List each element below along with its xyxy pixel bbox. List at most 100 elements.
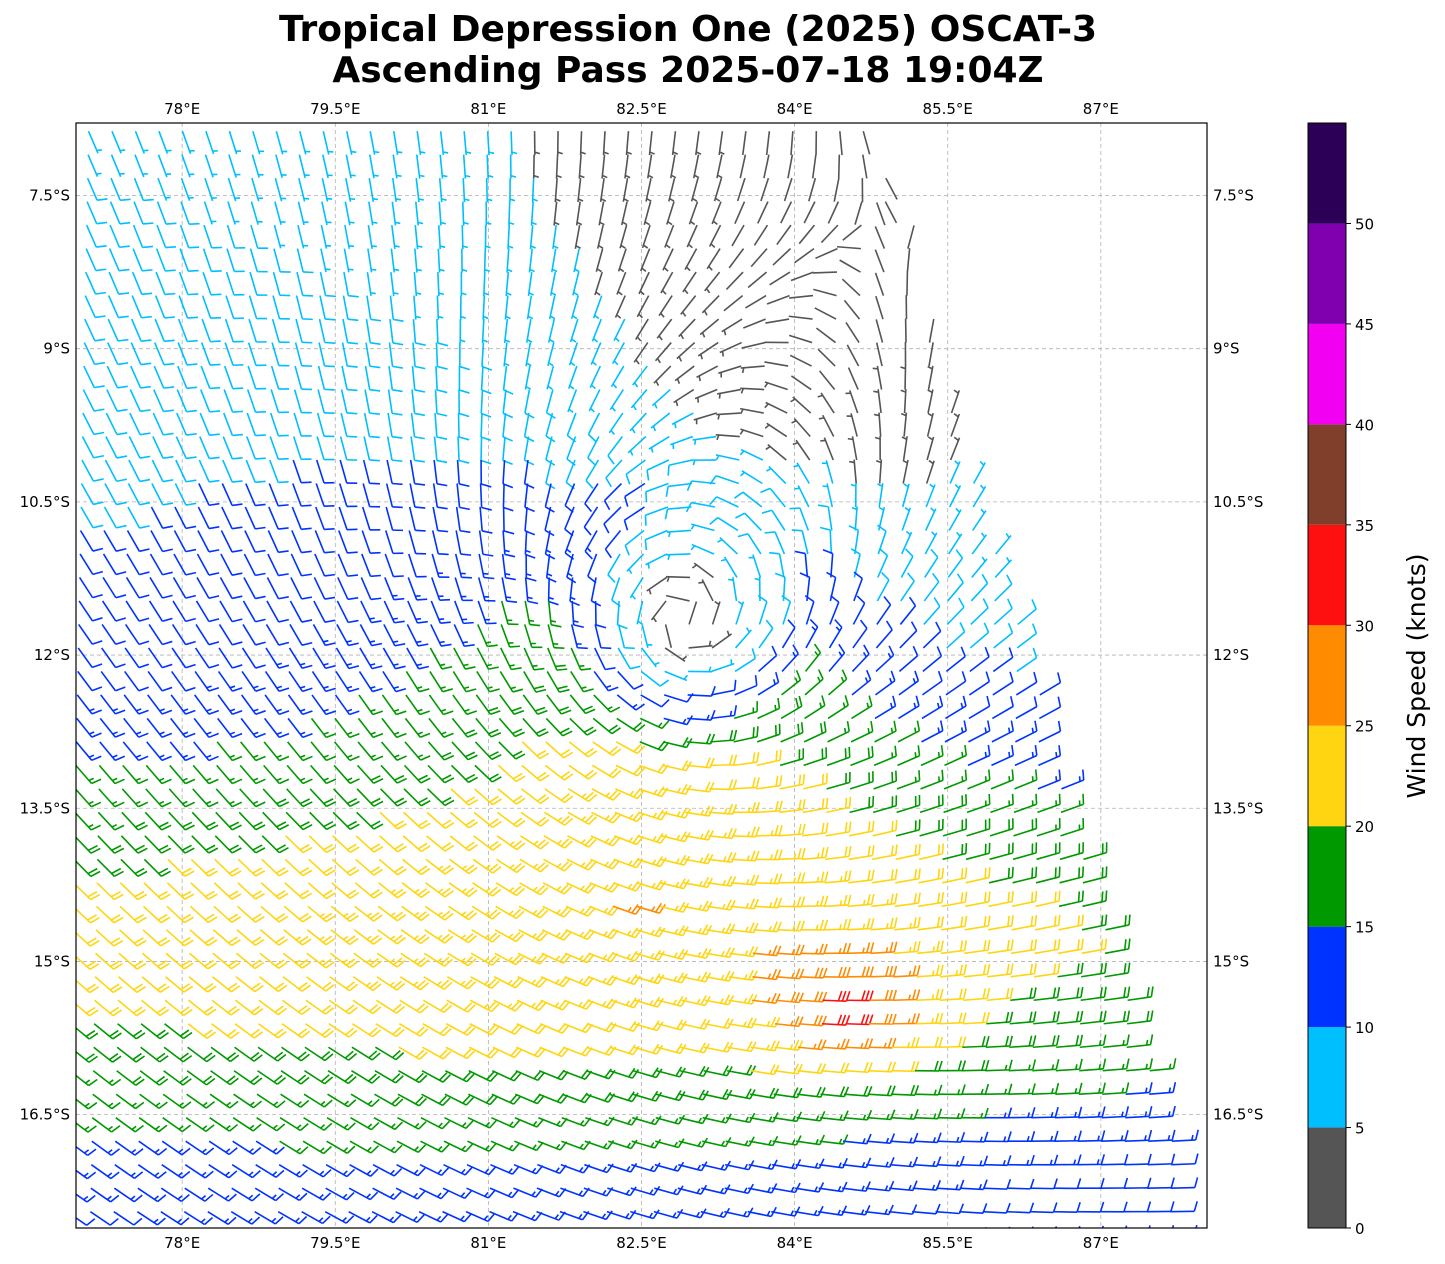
wind-barb xyxy=(546,365,555,390)
barb-full-feather xyxy=(232,641,243,646)
wind-barb xyxy=(817,504,833,531)
barb-shaft xyxy=(765,401,788,414)
barb-full-feather xyxy=(442,688,453,693)
barb-shaft xyxy=(545,436,553,460)
barb-full-feather xyxy=(867,747,871,759)
wind-barb xyxy=(842,224,862,241)
wind-barb xyxy=(204,177,217,202)
wind-barb xyxy=(238,811,266,831)
barb-shaft xyxy=(993,607,1013,626)
wind-barb xyxy=(307,882,336,900)
barb-shaft xyxy=(226,224,236,249)
barb-half-feather xyxy=(504,549,510,553)
wind-barb xyxy=(103,506,127,529)
barb-full-feather xyxy=(467,732,478,738)
barb-half-feather xyxy=(653,789,658,795)
barb-shaft xyxy=(266,600,280,623)
barb-half-feather xyxy=(393,708,400,712)
barb-full-feather xyxy=(231,939,241,947)
barb-full-feather xyxy=(302,294,314,297)
wind-barb xyxy=(527,271,534,296)
wind-barb xyxy=(502,530,516,558)
barb-full-feather xyxy=(488,773,499,780)
barb-shaft xyxy=(604,482,623,502)
barb-full-feather xyxy=(138,663,150,669)
barb-half-feather xyxy=(629,790,634,796)
barb-full-feather xyxy=(545,553,556,560)
wind-barb xyxy=(332,835,360,853)
wind-barb xyxy=(609,389,625,412)
barb-half-feather xyxy=(252,777,259,782)
barb-full-feather xyxy=(185,686,196,692)
barb-shaft xyxy=(571,600,575,625)
barb-full-feather xyxy=(140,432,151,436)
barb-full-feather xyxy=(440,621,451,624)
barb-half-feather xyxy=(417,708,423,712)
barb-full-feather xyxy=(987,939,991,951)
barb-half-feather xyxy=(699,354,704,360)
barb-half-feather xyxy=(299,754,306,759)
barb-full-feather xyxy=(871,869,875,881)
barb-full-feather xyxy=(278,687,290,693)
wind-barb xyxy=(1035,890,1061,908)
barb-half-feather xyxy=(708,666,712,672)
wind-barb xyxy=(1104,938,1131,955)
barb-full-feather xyxy=(863,644,870,655)
wind-barb xyxy=(95,952,123,970)
barb-shaft xyxy=(365,342,371,367)
barb-shaft xyxy=(569,694,587,714)
wind-barb xyxy=(385,483,403,509)
wind-barb xyxy=(282,952,312,969)
wind-barb xyxy=(220,553,243,576)
wind-barb xyxy=(591,811,621,824)
wind-barb xyxy=(145,788,172,808)
wind-barb xyxy=(854,201,863,225)
barb-half-feather xyxy=(505,596,512,599)
barb-half-feather xyxy=(720,558,727,562)
barb-shaft xyxy=(734,201,746,224)
barb-half-feather xyxy=(372,198,379,201)
barb-full-feather xyxy=(110,890,121,898)
barb-half-feather xyxy=(611,406,616,412)
wind-barb xyxy=(400,929,430,945)
wind-barb xyxy=(873,412,882,437)
barb-full-feather xyxy=(134,844,145,851)
barb-half-feather xyxy=(620,244,626,249)
barb-full-feather xyxy=(560,861,570,870)
wind-barb xyxy=(607,553,621,583)
barb-half-feather xyxy=(717,174,723,179)
barb-half-feather xyxy=(885,923,889,929)
wind-barb xyxy=(794,247,815,264)
wind-barb xyxy=(95,929,124,947)
barb-half-feather xyxy=(850,483,857,487)
wind-barb xyxy=(481,342,493,371)
barb-full-feather xyxy=(116,478,128,483)
barb-full-feather xyxy=(848,525,859,531)
wind-barb xyxy=(452,670,477,693)
wind-barb xyxy=(363,412,380,439)
wind-barb xyxy=(1038,745,1062,767)
barb-full-feather xyxy=(937,844,941,855)
barb-half-feather xyxy=(979,484,985,490)
wind-barb xyxy=(315,483,335,507)
barb-full-feather xyxy=(182,821,193,828)
barb-half-feather xyxy=(680,333,685,340)
wind-barb xyxy=(226,248,245,273)
wind-barb xyxy=(312,647,336,670)
barb-full-feather xyxy=(560,793,571,801)
barb-full-feather xyxy=(117,385,128,389)
wind-barb xyxy=(376,976,406,991)
barb-shaft xyxy=(566,436,577,460)
wind-barb xyxy=(86,177,108,201)
wind-barb xyxy=(791,529,809,555)
barb-full-feather xyxy=(889,917,894,929)
barb-shaft xyxy=(593,647,606,670)
wind-barb xyxy=(945,671,967,696)
barb-full-feather xyxy=(1057,938,1061,950)
barb-shaft xyxy=(124,623,140,645)
barb-half-feather xyxy=(793,464,799,468)
barb-full-feather xyxy=(941,769,944,781)
barb-full-feather xyxy=(369,412,380,416)
barb-full-feather xyxy=(298,935,309,944)
barb-shaft xyxy=(223,389,234,413)
